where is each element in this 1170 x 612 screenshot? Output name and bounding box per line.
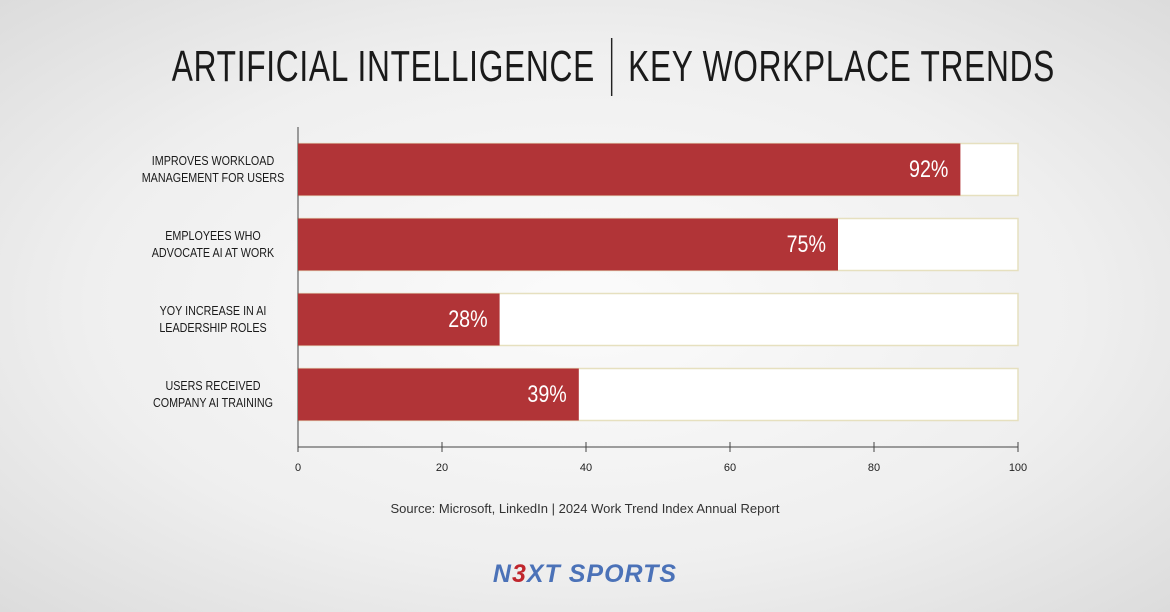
logo-part: N <box>492 560 512 588</box>
x-tick-label: 100 <box>1009 462 1027 474</box>
title-left: ARTIFICIAL INTELLIGENCE <box>171 42 595 91</box>
bar <box>298 293 500 346</box>
source: Source: Microsoft, LinkedIn | 2024 Work … <box>390 501 780 516</box>
category-label: IMPROVES WORKLOAD MANAGEMENT FOR USERS <box>141 153 285 185</box>
bar <box>298 368 579 421</box>
x-tick-label: 0 <box>295 462 301 474</box>
category-label: EMPLOYEES WHO ADVOCATE AI AT WORK <box>151 228 275 260</box>
x-tick-label: 80 <box>868 462 880 474</box>
title-divider <box>610 38 613 96</box>
x-tick-label: 60 <box>724 462 736 474</box>
logo-part: XT SPORTS <box>526 560 678 588</box>
category-label: YOY INCREASE IN AI LEADERSHIP ROLES <box>159 303 267 335</box>
bar <box>298 143 961 196</box>
value-label: 92% <box>909 155 948 182</box>
value-label: 28% <box>448 305 487 332</box>
value-label: 39% <box>527 380 566 407</box>
logo: N3XT SPORTS <box>0 560 1170 589</box>
value-label: 75% <box>787 230 826 257</box>
bar <box>298 218 838 271</box>
x-tick-label: 40 <box>580 462 592 474</box>
category-label: USERS RECEIVED COMPANY AI TRAINING <box>152 378 274 410</box>
x-tick-label: 20 <box>436 462 448 474</box>
title: ARTIFICIAL INTELLIGENCE KEY WORKPLACE TR… <box>0 38 1170 96</box>
logo-part: 3 <box>511 560 527 588</box>
title-row: ARTIFICIAL INTELLIGENCE KEY WORKPLACE TR… <box>172 38 1055 96</box>
title-right: KEY WORKPLACE TRENDS <box>628 42 1056 91</box>
